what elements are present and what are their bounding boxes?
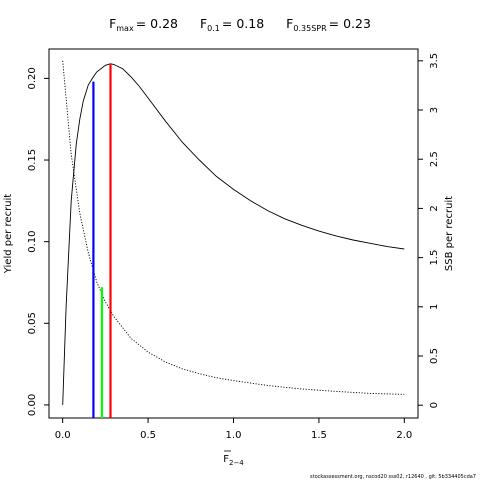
y2-tick-label: 2.5 <box>429 151 440 167</box>
y2-tick-label: 2 <box>429 205 440 211</box>
y2-axis-title: SSB per recruit <box>444 196 455 271</box>
y-tick-label: 0.00 <box>27 394 38 416</box>
y2-tick-label: 3 <box>429 107 440 113</box>
y2-tick-label: 0 <box>429 402 440 408</box>
y2-tick-label: 3.5 <box>429 53 440 69</box>
x-tick-label: 0.5 <box>140 430 156 441</box>
chart-title: Fmax = 0.28 F0.1 = 0.18 F0.35SPR = 0.23 <box>109 16 371 33</box>
y-axis-title: Yield per recruit <box>3 194 14 275</box>
x-axis-title-main: F <box>223 454 229 465</box>
x-tick-label: 1.0 <box>226 430 242 441</box>
ssb-per-recruit-line <box>62 60 405 395</box>
yield-per-recruit-line <box>62 63 405 405</box>
x-tick-label: 2.0 <box>396 430 412 441</box>
x-axis-title: F2−4 <box>223 454 244 467</box>
y2-tick-label: 1.5 <box>429 250 440 266</box>
title-f01-label: F <box>200 16 207 31</box>
y2-tick-label: 1 <box>429 304 440 310</box>
title-f01-sub: 0.1 <box>207 24 220 33</box>
y2-tick-label: 0.5 <box>429 348 440 364</box>
title-fspr-label: F <box>286 16 293 31</box>
x-axis-title-sub: 2−4 <box>229 459 244 467</box>
title-fmax-sub: max <box>116 24 134 33</box>
y-tick-label: 0.05 <box>27 312 38 334</box>
title-f01-value: = 0.18 <box>222 16 264 31</box>
x-tick-label: 1.5 <box>311 430 327 441</box>
x-tick-label: 0.0 <box>55 430 71 441</box>
title-fspr-value: = 0.23 <box>329 16 371 31</box>
footer-note: stockassessment.org, nscod20 sss02, r126… <box>310 474 476 480</box>
y-tick-label: 0.20 <box>27 67 38 89</box>
y-tick-label: 0.10 <box>27 231 38 253</box>
plot-frame <box>48 48 419 419</box>
title-fmax-label: F <box>109 16 116 31</box>
title-fspr-sub: 0.35SPR <box>293 24 327 33</box>
title-fmax-value: = 0.28 <box>136 16 178 31</box>
y-tick-label: 0.15 <box>27 149 38 171</box>
